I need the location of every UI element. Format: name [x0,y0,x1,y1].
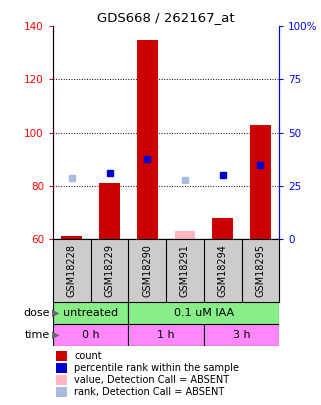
Bar [204,324,279,346]
Text: untreated: untreated [63,308,118,318]
Text: GSM18290: GSM18290 [142,244,152,297]
Text: 0.1 uM IAA: 0.1 uM IAA [174,308,234,318]
Text: count: count [74,351,102,361]
Bar [53,324,128,346]
Text: time: time [24,330,50,340]
Bar [61,236,82,239]
Bar [53,302,128,324]
Bar [56,351,67,361]
Text: GSM18291: GSM18291 [180,244,190,297]
Text: rank, Detection Call = ABSENT: rank, Detection Call = ABSENT [74,387,225,397]
Text: GSM18294: GSM18294 [218,244,228,297]
Bar [212,217,233,239]
Bar [175,231,195,239]
Text: 1 h: 1 h [157,330,175,340]
Bar [99,183,120,239]
Text: dose: dose [23,308,50,318]
Bar [137,40,158,239]
Bar [56,363,67,373]
Text: percentile rank within the sample: percentile rank within the sample [74,363,239,373]
Text: ▶: ▶ [52,330,60,340]
Text: 0 h: 0 h [82,330,100,340]
Text: ▶: ▶ [52,308,60,318]
Bar [250,125,271,239]
Text: 3 h: 3 h [233,330,250,340]
Text: GSM18228: GSM18228 [67,244,77,297]
Text: GDS668 / 262167_at: GDS668 / 262167_at [97,11,235,24]
Bar [56,387,67,397]
Text: GSM18295: GSM18295 [256,244,265,297]
Bar [56,375,67,385]
Text: value, Detection Call = ABSENT: value, Detection Call = ABSENT [74,375,230,385]
Text: GSM18229: GSM18229 [105,244,115,297]
Bar [128,324,204,346]
Bar [128,302,279,324]
